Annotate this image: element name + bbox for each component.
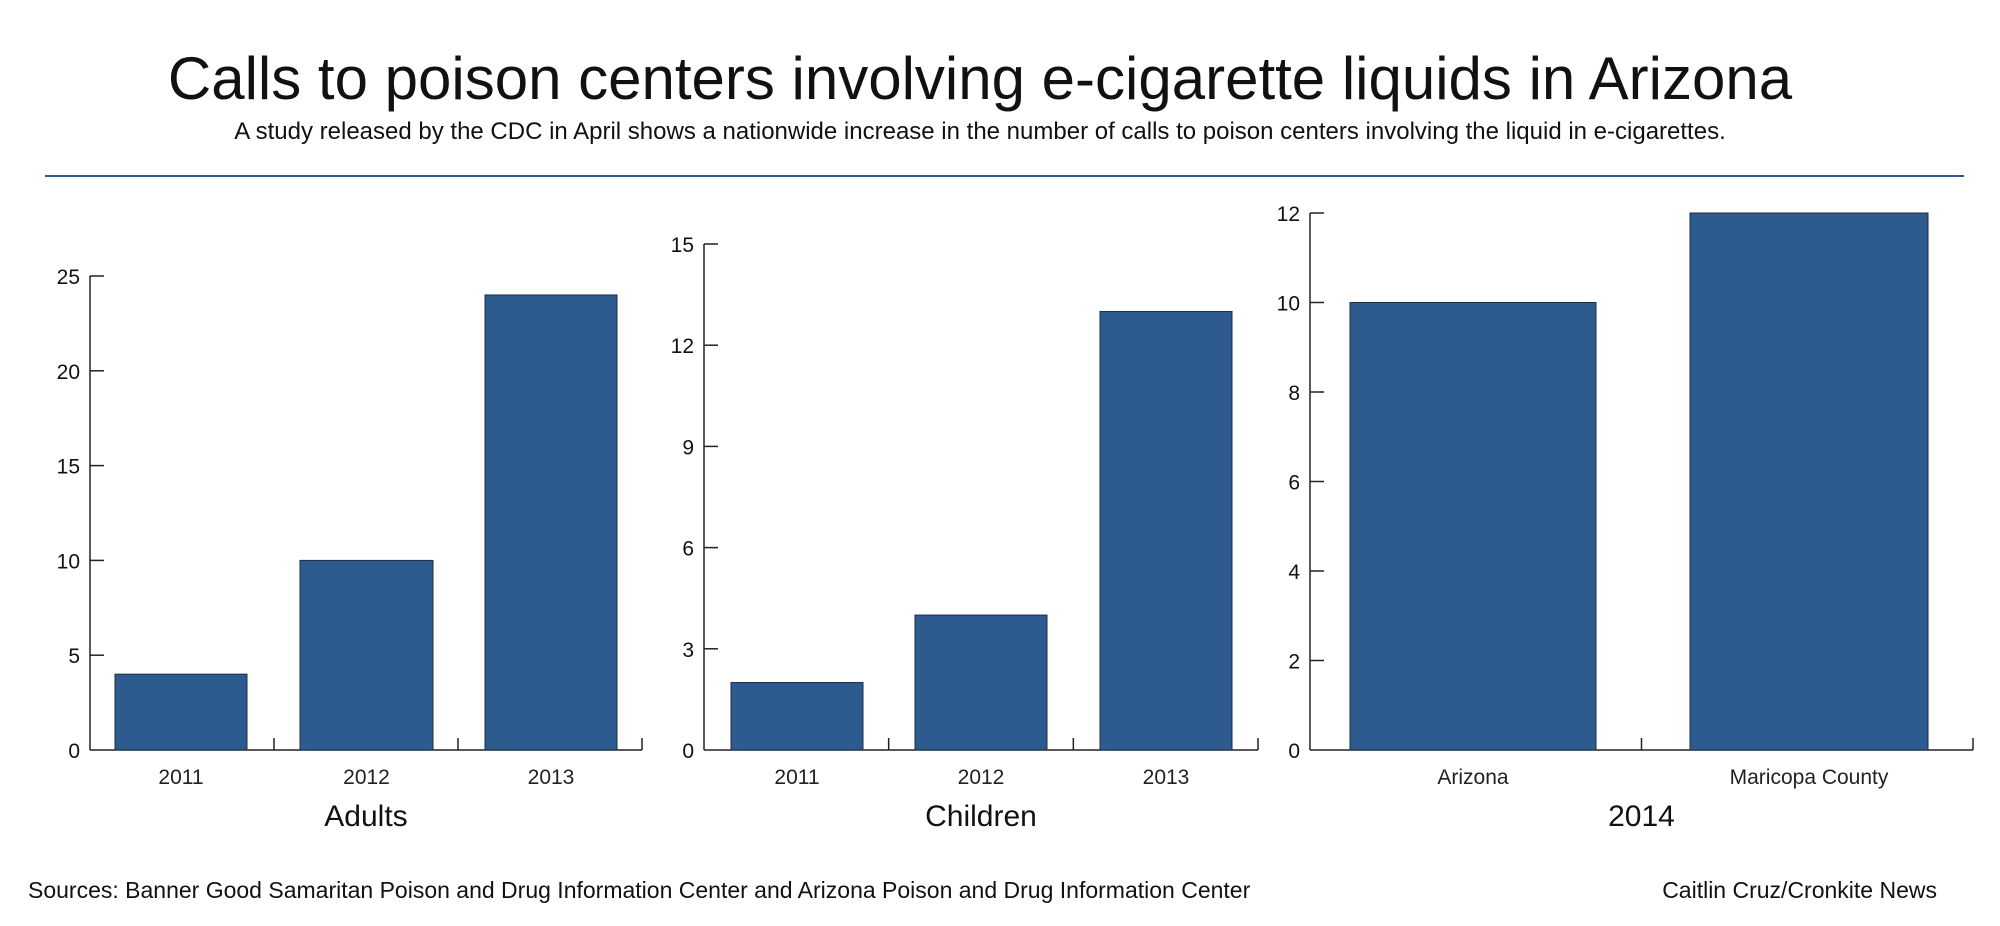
bar-maricopa-county xyxy=(1689,212,1929,751)
credit-note: Caitlin Cruz/Cronkite News xyxy=(1662,877,1937,903)
y-tick-label: 12 xyxy=(671,335,694,358)
x-tick-label: 2011 xyxy=(158,766,203,789)
y-tick-label: 0 xyxy=(682,740,694,763)
bar-2012 xyxy=(914,614,1048,751)
y-tick-label: 9 xyxy=(682,436,694,459)
y-tick-label: 6 xyxy=(682,538,694,561)
chart-panel-0: 0 5 10 15 20 25 2011 2012 2013 Adults xyxy=(57,266,643,833)
y-tick-label: 20 xyxy=(57,361,80,384)
y-tick-label: 25 xyxy=(57,266,80,289)
x-tick-label: Maricopa County xyxy=(1730,766,1889,789)
bar-2011 xyxy=(114,673,248,751)
y-tick-label: 2 xyxy=(1288,651,1300,674)
y-tick-label: 12 xyxy=(1277,203,1300,226)
chart-title: Calls to poison centers involving e-ciga… xyxy=(167,45,1793,112)
x-tick-label: 2011 xyxy=(774,766,819,789)
y-tick-label: 0 xyxy=(68,740,80,763)
sources-note: Sources: Banner Good Samaritan Poison an… xyxy=(28,877,1251,903)
y-tick-label: 3 xyxy=(682,639,694,662)
bar-arizona xyxy=(1349,302,1597,751)
panel-title: 2014 xyxy=(1608,800,1675,833)
y-tick-label: 6 xyxy=(1288,472,1300,495)
x-tick-label: 2013 xyxy=(1143,766,1190,789)
x-tick-label: Arizona xyxy=(1437,766,1509,789)
y-tick-label: 15 xyxy=(671,234,694,257)
chart-panel-2: 0 2 4 6 8 10 12 Arizona Maricopa County 2014 xyxy=(1277,203,1974,833)
x-tick-label: 2012 xyxy=(343,766,390,789)
chart-panel-1: 0 3 6 9 12 15 2011 2012 2013 Children xyxy=(671,234,1259,833)
x-tick-label: 2013 xyxy=(528,766,575,789)
y-tick-label: 5 xyxy=(68,645,80,668)
y-tick-label: 15 xyxy=(57,456,80,479)
panel-title: Adults xyxy=(324,800,407,833)
chart-subtitle: A study released by the CDC in April sho… xyxy=(234,118,1726,145)
bar-2013 xyxy=(1099,310,1233,751)
x-tick-label: 2012 xyxy=(958,766,1005,789)
panel-title: Children xyxy=(925,800,1037,833)
header-divider xyxy=(45,175,1964,177)
bar-2011 xyxy=(730,682,864,751)
y-tick-label: 0 xyxy=(1288,740,1300,763)
y-tick-label: 8 xyxy=(1288,382,1300,405)
bar-2012 xyxy=(299,559,434,751)
bar-2013 xyxy=(484,294,618,751)
y-tick-label: 4 xyxy=(1288,561,1300,584)
y-tick-label: 10 xyxy=(1277,293,1300,316)
y-tick-label: 10 xyxy=(57,550,80,573)
